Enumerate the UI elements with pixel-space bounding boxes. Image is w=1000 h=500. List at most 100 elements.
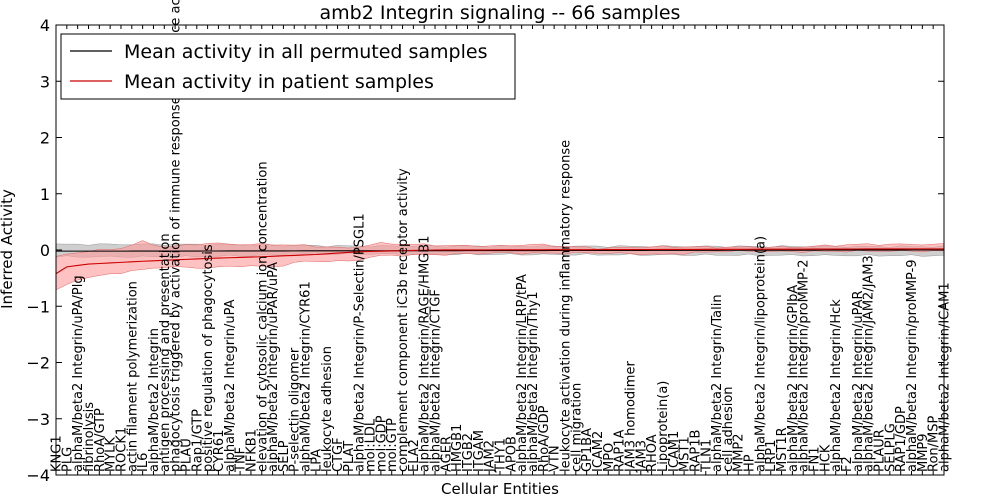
x-tick-label: AGER bbox=[439, 436, 454, 472]
y-axis-label: Inferred Activity bbox=[0, 189, 16, 309]
mean-line-patient bbox=[55, 248, 944, 275]
y-tick-label: 3 bbox=[40, 72, 50, 91]
x-tick-label: cell migration bbox=[569, 383, 584, 472]
x-tick-label: fibrinolysis bbox=[82, 402, 97, 472]
x-tick-label: ICAM1 bbox=[667, 431, 682, 472]
x-tick-label: GP1BA bbox=[580, 428, 595, 472]
legend: Mean activity in all permuted samples Me… bbox=[60, 33, 516, 100]
y-tick-label: 1 bbox=[40, 185, 50, 204]
x-tick-label: MMP9 bbox=[916, 433, 931, 472]
x-tick-label: alphaM/beta2 Integrin/CYR61 bbox=[299, 281, 314, 472]
x-tick-label: JAM3 bbox=[634, 440, 649, 473]
chart-title: amb2 Integrin signaling -- 66 samples bbox=[320, 2, 681, 24]
x-tick-label: FN1 bbox=[808, 447, 823, 472]
x-tick-label: MST1R bbox=[775, 427, 790, 472]
x-tick-label: THY1 bbox=[494, 438, 509, 473]
x-tick-label: alphaM/beta2 Integrin/ICAM1 bbox=[938, 282, 953, 472]
x-tick-label: SELP bbox=[277, 440, 292, 472]
x-tick-label: SELPLG bbox=[883, 423, 898, 472]
mean-line-permuted bbox=[56, 249, 944, 252]
x-tick-label: mol:GDP bbox=[374, 415, 389, 472]
x-tick-label: TLN1 bbox=[699, 439, 714, 473]
x-tick-label: MPO bbox=[602, 443, 617, 472]
legend-label-permuted: Mean activity in all permuted samples bbox=[124, 41, 487, 63]
legend-label-patient: Mean activity in patient samples bbox=[124, 71, 434, 93]
x-tick-label: ITGB2 bbox=[461, 433, 476, 472]
x-tick-label: RhoA/GDP bbox=[537, 405, 552, 472]
x-tick-label: MST1 bbox=[678, 436, 693, 472]
x-tick-label: cell adhesion bbox=[721, 386, 736, 472]
x-tick-label: APOB bbox=[504, 436, 519, 472]
x-tick-label: alphaM/beta2 Integrin/LRP/tPA bbox=[515, 274, 530, 472]
x-tick-label: complement component iC3b receptor activ… bbox=[396, 168, 411, 472]
x-tick-label: mol:GTP bbox=[385, 418, 400, 472]
x-tick-label: ITGAM bbox=[472, 430, 487, 472]
x-tick-label: RAP1B bbox=[688, 430, 703, 472]
y-tick-label: −3 bbox=[26, 410, 50, 429]
x-tick-label: NFKB1 bbox=[244, 429, 259, 472]
x-tick-label: RHOA bbox=[645, 434, 660, 472]
x-tick-label: phagocytosis triggered by activation of … bbox=[169, 0, 184, 472]
x-tick-label: JAM3 homodimer bbox=[623, 361, 638, 473]
x-tick-label: IL6 bbox=[136, 453, 151, 472]
y-tick-label: 0 bbox=[40, 241, 50, 260]
x-tick-label: elevation of cytosolic calcium ion conce… bbox=[255, 161, 270, 472]
x-tick-label: alphaM/beta2 Integrin/Thy1 bbox=[526, 292, 541, 473]
x-tick-label: leukocyte adhesion bbox=[320, 346, 335, 472]
x-tick-label: TNF bbox=[234, 447, 249, 473]
x-tick-label: LPA bbox=[309, 449, 324, 472]
x-tick-label: alphaM/beta2 Integrin/Hck bbox=[829, 299, 844, 472]
x-tick-label: HCK bbox=[818, 444, 833, 472]
x-tick-label: alphaM/beta2 Integrin/uPAR/uPA bbox=[266, 262, 281, 472]
x-tick-label: alphaM/beta2 Integrin/P-Selectin/PSGL1 bbox=[353, 213, 368, 472]
x-tick-label: ELA2 bbox=[407, 439, 422, 472]
x-tick-label: PLAU bbox=[179, 438, 194, 472]
x-tick-label: ROCK1 bbox=[114, 427, 129, 472]
x-tick-label: alphaM/beta2 Integrin/lipoprotein(a) bbox=[753, 236, 768, 472]
x-tick-label: RAP1/GDP bbox=[894, 406, 909, 472]
x-tick-label: alphaM/beta2 Integrin/uPA/Plg bbox=[71, 275, 86, 472]
x-axis-label: Cellular Entities bbox=[441, 480, 559, 498]
x-tick-label: positive regulation of phagocytosis bbox=[201, 244, 216, 472]
x-tick-label: P-selectin oligomer bbox=[288, 347, 303, 472]
x-tick-label: RAP1A bbox=[613, 429, 628, 472]
y-tick-label: 2 bbox=[40, 129, 50, 148]
x-tick-label: Lipoprotein(a) bbox=[656, 381, 671, 472]
x-tick-label: HMGB1 bbox=[450, 424, 465, 472]
x-tick-label: Ron/MSP bbox=[927, 416, 942, 472]
x-tick-label: LRP1 bbox=[764, 440, 779, 472]
x-tick-label: antigen processing and presentation bbox=[158, 233, 173, 472]
x-tick-label: PLAUR bbox=[873, 429, 888, 472]
x-tick-label: alphaM/beta2 Integrin/CTGF bbox=[429, 289, 444, 472]
x-tick-label: CTGF bbox=[331, 437, 346, 472]
x-tick-label: PLAT bbox=[342, 441, 357, 472]
x-tick-label: Rap1/GTP bbox=[190, 409, 205, 472]
x-tick-label: PLG bbox=[60, 447, 75, 472]
x-tick-label: alphaM/beta2 Integrin bbox=[147, 328, 162, 472]
x-tick-label: alphaM/beta2 Integrin/RAGE/HMGB1 bbox=[418, 236, 433, 472]
x-tick-label: alphaM/beta2 Integrin/proMMP-9 bbox=[905, 259, 920, 472]
y-tick-label: −4 bbox=[26, 466, 50, 485]
x-tick-label: MYLK bbox=[104, 437, 119, 472]
x-tick-label: KNG1 bbox=[50, 435, 65, 472]
x-tick-label: ICAM2 bbox=[591, 431, 606, 472]
x-tick-label: RhoA/GTP bbox=[93, 408, 108, 472]
x-tick-label: actin filament polymerization bbox=[125, 281, 140, 472]
x-tick-label: leukocyte activation during inflammatory… bbox=[558, 140, 573, 472]
x-tick-label: HP bbox=[743, 454, 758, 472]
x-tick-label: alphaM/beta2 Integrin/GPIbA bbox=[786, 285, 801, 472]
x-tick-label: mol:LDL bbox=[364, 418, 379, 472]
x-tick-label: alphaM/beta2 Integrin/JAM2/JAM3 bbox=[862, 255, 877, 472]
x-tick-label: alphaM/beta2 Integrin/uPA bbox=[223, 299, 238, 472]
x-tick-label: alphaM/beta2 Integrin/proMMP-2 bbox=[797, 259, 812, 472]
x-tick-label: F2 bbox=[840, 456, 855, 472]
x-tick-label: VTN bbox=[548, 445, 563, 472]
x-tick-label: CYR61 bbox=[212, 430, 227, 472]
x-tick-label: MMP2 bbox=[732, 433, 747, 472]
y-tick-label: −2 bbox=[26, 354, 50, 373]
legend-box bbox=[60, 33, 516, 100]
y-tick-label: 4 bbox=[40, 16, 50, 35]
x-tick-label: JAM2 bbox=[483, 440, 498, 473]
